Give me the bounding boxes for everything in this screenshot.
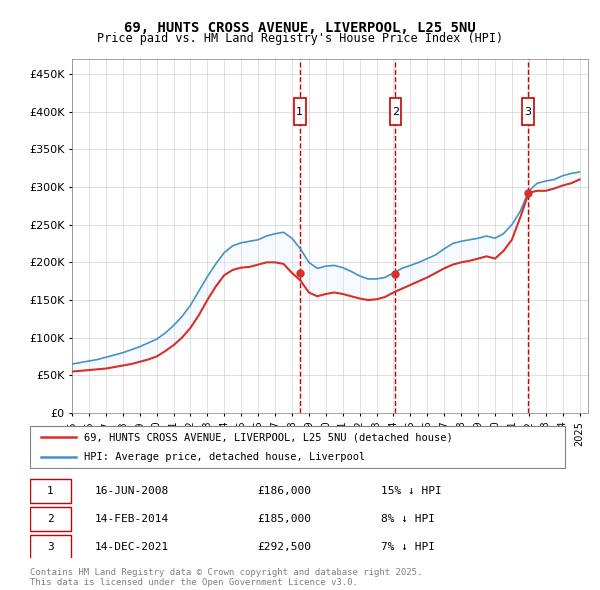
FancyBboxPatch shape [522,98,534,125]
FancyBboxPatch shape [30,507,71,531]
Text: 15% ↓ HPI: 15% ↓ HPI [381,486,442,496]
Text: 14-FEB-2014: 14-FEB-2014 [95,514,169,524]
Text: 3: 3 [524,107,532,117]
FancyBboxPatch shape [389,98,401,125]
Text: 69, HUNTS CROSS AVENUE, LIVERPOOL, L25 5NU: 69, HUNTS CROSS AVENUE, LIVERPOOL, L25 5… [124,21,476,35]
FancyBboxPatch shape [30,479,71,503]
Text: £186,000: £186,000 [257,486,311,496]
Text: This data is licensed under the Open Government Licence v3.0.: This data is licensed under the Open Gov… [30,578,358,587]
Text: 8% ↓ HPI: 8% ↓ HPI [381,514,435,524]
Text: Price paid vs. HM Land Registry's House Price Index (HPI): Price paid vs. HM Land Registry's House … [97,32,503,45]
Text: 3: 3 [47,542,54,552]
FancyBboxPatch shape [30,426,565,468]
Text: 7% ↓ HPI: 7% ↓ HPI [381,542,435,552]
Text: £292,500: £292,500 [257,542,311,552]
FancyBboxPatch shape [294,98,305,125]
Text: 16-JUN-2008: 16-JUN-2008 [95,486,169,496]
Text: 2: 2 [47,514,54,524]
Text: 1: 1 [296,107,303,117]
Text: HPI: Average price, detached house, Liverpool: HPI: Average price, detached house, Live… [84,452,365,461]
Text: 1: 1 [47,486,54,496]
FancyBboxPatch shape [30,535,71,559]
Text: Contains HM Land Registry data © Crown copyright and database right 2025.: Contains HM Land Registry data © Crown c… [30,568,422,576]
Text: 69, HUNTS CROSS AVENUE, LIVERPOOL, L25 5NU (detached house): 69, HUNTS CROSS AVENUE, LIVERPOOL, L25 5… [84,432,453,442]
Text: 2: 2 [392,107,399,117]
Text: 14-DEC-2021: 14-DEC-2021 [95,542,169,552]
Text: £185,000: £185,000 [257,514,311,524]
